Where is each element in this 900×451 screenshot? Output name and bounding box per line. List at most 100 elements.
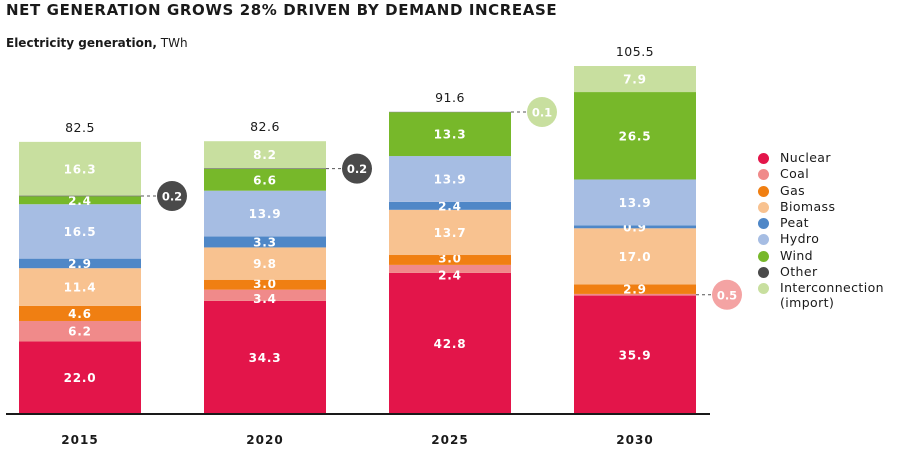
legend-swatch-peat: [758, 218, 769, 230]
data-label-wind-2015: 2.4: [68, 194, 92, 208]
legend-swatch-interconnection-import: [758, 283, 769, 295]
data-label-peat-2020: 3.3: [253, 235, 277, 249]
legend-swatch-nuclear: [758, 153, 769, 164]
bar-segment-interconnection-import-2020: [204, 141, 326, 169]
legend-item-wind: Wind: [758, 248, 884, 264]
legend-item-nuclear: Nuclear: [758, 150, 884, 166]
bar-segment-peat-2020: [204, 236, 326, 248]
bar-segment-gas-2030: [574, 284, 696, 294]
bar-segment-other-2015: [19, 195, 141, 197]
chart-title: NET GENERATION GROWS 28% DRIVEN BY DEMAN…: [6, 1, 558, 19]
data-label-biomass-2015: 11.4: [64, 281, 97, 295]
bar-segment-hydro-2015: [19, 204, 141, 259]
data-label-hydro-2030: 13.9: [619, 196, 652, 210]
data-label-interconnection-import-2020: 8.2: [253, 148, 277, 162]
total-label-2020: 82.6: [250, 119, 280, 134]
bar-segment-biomass-2030: [574, 228, 696, 285]
x-tick-label-2030: 2030: [616, 433, 653, 447]
bar-segment-nuclear-2025: [389, 272, 511, 414]
bar-segment-biomass-2020: [204, 247, 326, 280]
data-label-coal-2025: 2.4: [438, 268, 462, 282]
bar-segment-coal-2025: [389, 264, 511, 273]
bar-segment-gas-2020: [204, 279, 326, 290]
legend-swatch-biomass: [758, 201, 769, 213]
data-label-nuclear-2015: 22.0: [64, 371, 97, 385]
callout-bubble-2030: [712, 279, 742, 310]
legend-label-other: Other: [780, 264, 818, 280]
x-tick-label-2025: 2025: [431, 433, 468, 447]
bar-segment-peat-2025: [389, 201, 511, 210]
data-label-nuclear-2020: 34.3: [249, 351, 282, 365]
chart-subtitle: Electricity generation, TWh: [6, 36, 188, 50]
data-label-wind-2020: 6.6: [253, 173, 277, 187]
legend-label-coal: Coal: [780, 166, 810, 182]
bar-segment-biomass-2025: [389, 209, 511, 256]
data-label-coal-2020: 3.4: [253, 292, 277, 306]
data-label-biomass-2025: 13.7: [434, 226, 467, 240]
legend-item-gas: Gas: [758, 183, 884, 199]
bar-segment-wind-2015: [19, 196, 141, 205]
callout-bubble-2020: [342, 153, 372, 184]
callout-label-2030: 0.5: [717, 288, 737, 302]
bar-segment-peat-2030: [574, 225, 696, 229]
data-label-nuclear-2025: 42.8: [434, 337, 467, 351]
x-tick-label-2015: 2015: [61, 433, 98, 447]
data-label-biomass-2020: 9.8: [253, 257, 277, 271]
legend-label-hydro: Hydro: [780, 231, 820, 247]
data-label-gas-2015: 4.6: [68, 307, 92, 321]
data-label-coal-2015: 6.2: [68, 325, 92, 339]
bar-segment-hydro-2020: [204, 190, 326, 237]
total-label-2030: 105.5: [616, 44, 654, 59]
legend-label-nuclear: Nuclear: [780, 150, 831, 165]
data-label-interconnection-import-2030: 7.9: [623, 73, 647, 87]
callout-bubble-2025: [527, 97, 557, 128]
bar-segment-gas-2025: [389, 255, 511, 265]
legend-item-peat: Peat: [758, 215, 884, 231]
bar-segment-wind-2030: [574, 92, 696, 180]
legend-label-biomass: Biomass: [780, 198, 836, 214]
bar-segment-hydro-2025: [389, 156, 511, 202]
callout-label-2025: 0.1: [532, 106, 552, 120]
data-label-gas-2030: 2.9: [623, 283, 647, 297]
data-label-wind-2030: 26.5: [619, 129, 652, 143]
legend-label-peat: Peat: [780, 215, 809, 231]
bar-segment-interconnection-import-2015: [19, 141, 141, 196]
data-label-wind-2025: 13.3: [434, 128, 467, 142]
legend-label-interconnection-import: Interconnection (import): [780, 280, 884, 311]
callout-bubble-2015: [157, 180, 187, 211]
bar-segment-interconnection-import-2030: [574, 66, 696, 93]
x-tick-label-2020: 2020: [246, 433, 283, 447]
bar-segment-wind-2020: [204, 168, 326, 191]
bar-segment-other-2020: [204, 168, 326, 169]
data-label-hydro-2015: 16.5: [64, 225, 97, 239]
legend-item-interconnection-import: Interconnection (import): [758, 280, 884, 310]
data-label-biomass-2030: 17.0: [619, 250, 652, 264]
bar-segment-peat-2015: [19, 258, 141, 269]
bar-segment-gas-2015: [19, 305, 141, 321]
data-label-peat-2015: 2.9: [68, 257, 92, 271]
legend-swatch-wind: [758, 250, 769, 262]
data-label-gas-2020: 3.0: [253, 277, 277, 291]
subtitle-unit: TWh: [160, 36, 188, 50]
legend-swatch-gas: [758, 185, 769, 197]
bar-segment-hydro-2030: [574, 179, 696, 226]
data-label-peat-2025: 2.4: [438, 199, 462, 213]
total-label-2015: 82.5: [65, 120, 95, 135]
legend-label-wind: Wind: [780, 247, 814, 263]
data-label-interconnection-import-2015: 16.3: [64, 162, 97, 176]
bar-segment-coal-2020: [204, 289, 326, 301]
legend-label-gas: Gas: [780, 182, 806, 198]
legend-item-coal: Coal: [758, 166, 884, 182]
legend-swatch-other: [758, 267, 769, 279]
total-label-2025: 91.6: [435, 90, 465, 105]
legend-swatch-coal: [758, 169, 769, 181]
bar-segment-nuclear-2015: [19, 341, 141, 414]
callout-label-2015: 0.2: [162, 189, 182, 203]
legend-item-other: Other: [758, 264, 884, 280]
bar-segment-nuclear-2030: [574, 295, 696, 414]
bar-segment-biomass-2015: [19, 268, 141, 306]
subtitle-label: Electricity generation,: [6, 36, 157, 50]
bar-segment-coal-2030: [574, 293, 696, 296]
bar-segment-coal-2015: [19, 320, 141, 342]
